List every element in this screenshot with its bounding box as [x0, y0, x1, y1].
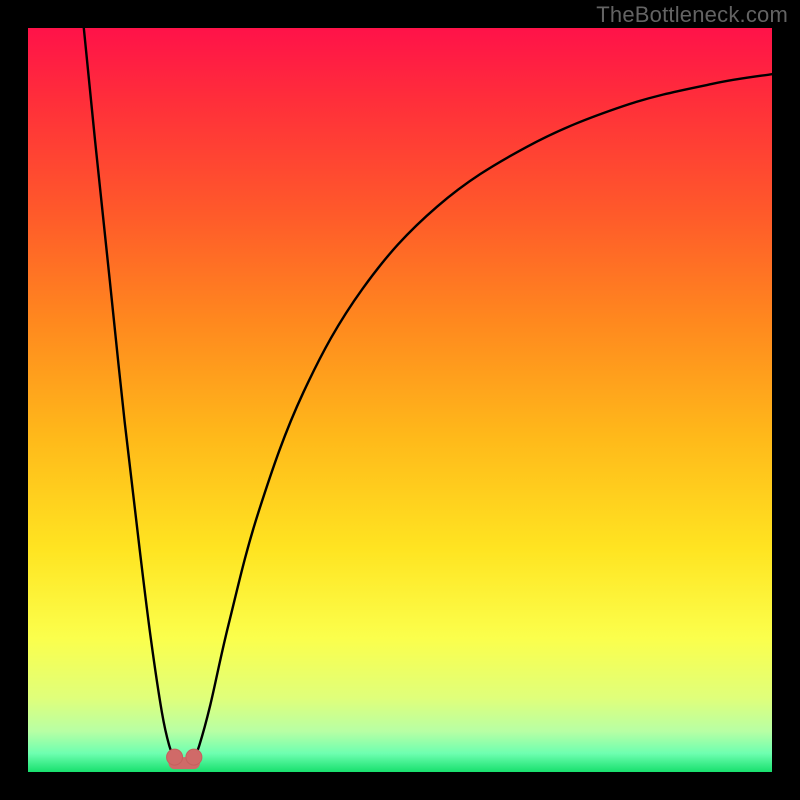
dip-marker-0 — [167, 749, 183, 765]
canvas: TheBottleneck.com — [0, 0, 800, 800]
curve-left-branch — [84, 28, 175, 757]
bottleneck-curve — [28, 28, 772, 772]
plot-frame — [28, 28, 772, 772]
dip-marker-1 — [186, 749, 202, 765]
watermark-text: TheBottleneck.com — [596, 2, 788, 28]
curve-right-branch — [194, 74, 772, 757]
